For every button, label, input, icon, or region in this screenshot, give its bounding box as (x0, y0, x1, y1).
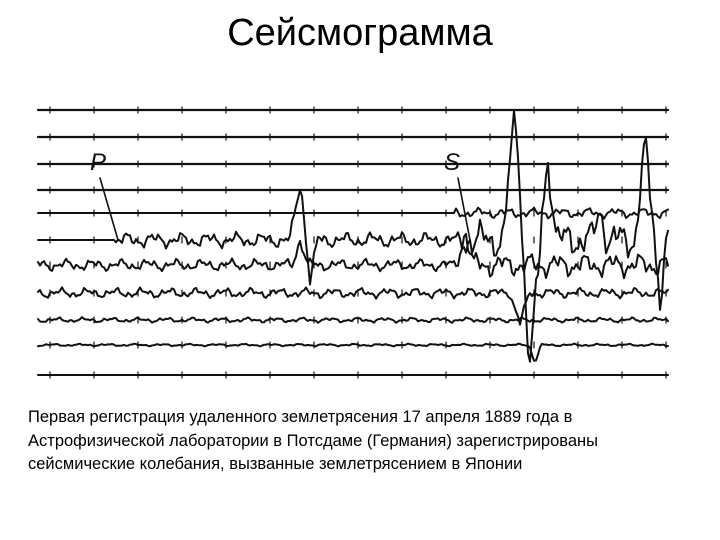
trace (37, 109, 669, 363)
trace (37, 316, 669, 324)
caption: Первая регистрация удаленного землетрясе… (28, 406, 598, 477)
p-wave-label: P (90, 149, 106, 176)
trace (37, 342, 669, 362)
trace (37, 232, 669, 280)
trace (37, 206, 669, 220)
slide-title: Сейсмограмма (227, 12, 493, 54)
caption-line: сейсмические колебания, вызванные землет… (28, 455, 523, 473)
trace (37, 286, 669, 326)
p-arrival (99, 177, 119, 241)
caption-line: Первая регистрация удаленного землетрясе… (28, 408, 573, 426)
s-wave-label: S (444, 149, 460, 176)
s-arrival (457, 177, 471, 241)
caption-line: Астрофизической лаборатории в Потсдаме (… (28, 431, 599, 450)
seismogram: P S (36, 106, 670, 379)
